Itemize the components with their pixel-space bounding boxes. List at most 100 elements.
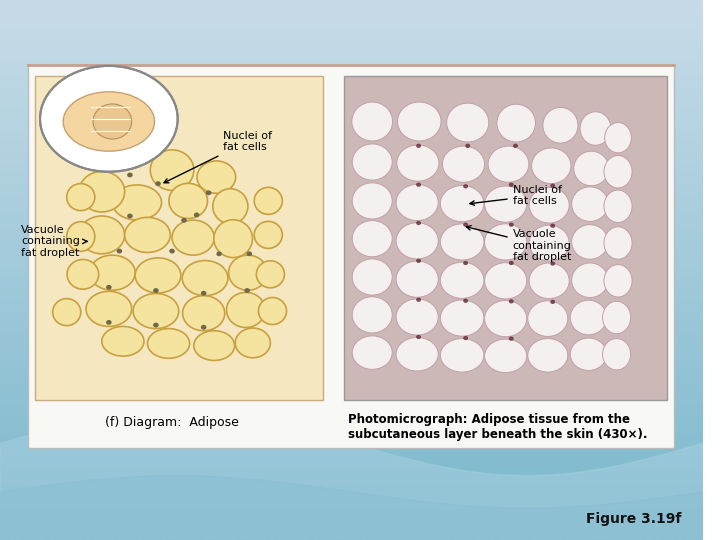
Ellipse shape <box>463 299 468 303</box>
Ellipse shape <box>529 187 570 223</box>
Ellipse shape <box>604 156 632 188</box>
Ellipse shape <box>67 184 95 211</box>
Ellipse shape <box>227 293 265 327</box>
Ellipse shape <box>352 144 392 180</box>
Text: Vacuole
containing
fat droplet: Vacuole containing fat droplet <box>21 225 87 258</box>
Ellipse shape <box>352 183 392 219</box>
Ellipse shape <box>127 213 132 218</box>
Ellipse shape <box>214 220 253 258</box>
Ellipse shape <box>258 298 287 325</box>
Ellipse shape <box>441 339 484 372</box>
Ellipse shape <box>572 263 608 298</box>
Ellipse shape <box>465 144 470 148</box>
Ellipse shape <box>201 325 207 329</box>
Ellipse shape <box>488 146 528 183</box>
Ellipse shape <box>67 221 95 252</box>
Ellipse shape <box>67 259 99 289</box>
Text: Vacuole
containing
fat droplet: Vacuole containing fat droplet <box>467 226 572 262</box>
Ellipse shape <box>396 185 438 220</box>
Ellipse shape <box>528 339 568 372</box>
Ellipse shape <box>352 297 392 333</box>
Text: Nuclei of
fat cells: Nuclei of fat cells <box>470 185 562 206</box>
Ellipse shape <box>485 263 527 299</box>
Ellipse shape <box>509 261 514 265</box>
Ellipse shape <box>53 299 81 326</box>
Ellipse shape <box>416 144 421 148</box>
Ellipse shape <box>443 146 485 183</box>
Ellipse shape <box>550 261 555 266</box>
Ellipse shape <box>79 172 125 212</box>
Ellipse shape <box>169 183 207 218</box>
Ellipse shape <box>528 301 568 336</box>
Ellipse shape <box>416 183 421 187</box>
Ellipse shape <box>446 103 489 142</box>
Text: (f) Diagram:  Adipose: (f) Diagram: Adipose <box>105 416 239 429</box>
Ellipse shape <box>216 252 222 256</box>
Ellipse shape <box>463 261 468 265</box>
Ellipse shape <box>182 260 228 296</box>
Ellipse shape <box>235 328 271 357</box>
Ellipse shape <box>106 320 112 325</box>
Ellipse shape <box>112 185 161 220</box>
Ellipse shape <box>197 161 235 193</box>
Ellipse shape <box>213 189 248 224</box>
Ellipse shape <box>513 144 518 148</box>
Ellipse shape <box>416 259 421 263</box>
Ellipse shape <box>509 299 514 303</box>
Ellipse shape <box>194 212 199 217</box>
Ellipse shape <box>397 145 439 181</box>
Ellipse shape <box>485 339 527 373</box>
Ellipse shape <box>127 172 132 177</box>
Ellipse shape <box>463 222 468 227</box>
Ellipse shape <box>153 322 158 327</box>
FancyBboxPatch shape <box>344 76 667 400</box>
Text: Figure 3.19f: Figure 3.19f <box>586 512 681 526</box>
Ellipse shape <box>529 225 570 261</box>
Ellipse shape <box>531 148 571 184</box>
Ellipse shape <box>605 123 631 153</box>
Ellipse shape <box>485 186 527 222</box>
Ellipse shape <box>79 216 125 254</box>
Ellipse shape <box>244 288 250 293</box>
Ellipse shape <box>396 338 438 371</box>
Ellipse shape <box>93 104 132 139</box>
Text: Photomicrograph: Adipose tissue from the
subcutaneous layer beneath the skin (43: Photomicrograph: Adipose tissue from the… <box>348 413 647 441</box>
Ellipse shape <box>497 104 536 142</box>
Circle shape <box>40 66 178 172</box>
Ellipse shape <box>256 261 284 288</box>
Ellipse shape <box>148 328 189 359</box>
Ellipse shape <box>485 224 527 260</box>
Ellipse shape <box>352 102 392 141</box>
Ellipse shape <box>396 222 438 259</box>
Ellipse shape <box>416 221 421 225</box>
Ellipse shape <box>570 338 607 370</box>
Ellipse shape <box>550 300 555 304</box>
Ellipse shape <box>183 296 225 330</box>
Ellipse shape <box>396 299 438 335</box>
Ellipse shape <box>529 263 570 299</box>
Ellipse shape <box>463 336 468 340</box>
Ellipse shape <box>181 218 186 222</box>
Ellipse shape <box>396 261 438 297</box>
Ellipse shape <box>580 112 611 145</box>
Ellipse shape <box>254 221 282 248</box>
FancyBboxPatch shape <box>28 65 674 448</box>
Ellipse shape <box>570 300 607 335</box>
Ellipse shape <box>485 300 527 337</box>
Ellipse shape <box>89 255 135 291</box>
Ellipse shape <box>441 300 484 336</box>
Ellipse shape <box>86 292 132 326</box>
Ellipse shape <box>604 190 632 222</box>
Ellipse shape <box>441 224 484 260</box>
Ellipse shape <box>604 227 632 259</box>
Ellipse shape <box>172 220 214 255</box>
Ellipse shape <box>441 262 484 298</box>
Ellipse shape <box>102 326 144 356</box>
Ellipse shape <box>125 217 171 253</box>
Ellipse shape <box>509 183 514 187</box>
Ellipse shape <box>550 184 555 188</box>
Ellipse shape <box>352 259 392 295</box>
Ellipse shape <box>135 258 181 293</box>
Ellipse shape <box>133 294 179 328</box>
Ellipse shape <box>509 336 514 341</box>
